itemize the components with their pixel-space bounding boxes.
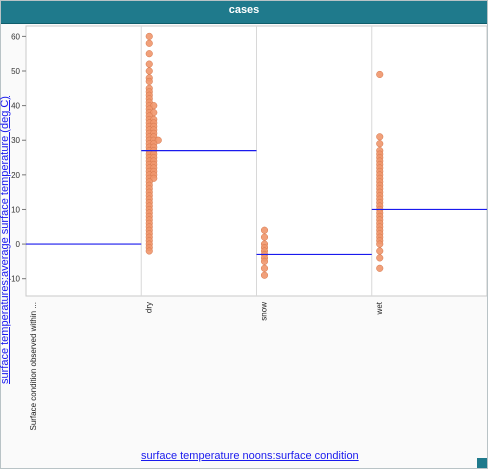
data-point	[145, 32, 153, 40]
data-point	[376, 133, 384, 141]
data-point	[260, 257, 269, 265]
y-tick-label: 20	[11, 171, 20, 180]
x-axis-title[interactable]: surface temperature noons:surface condit…	[141, 450, 359, 462]
y-tick-label: -10	[8, 275, 20, 284]
category-label: Surface condition observed within ...	[29, 302, 38, 431]
window-titlebar[interactable]: cases	[1, 1, 487, 24]
chart-plot: -10 0 10 20 30 40 50 60 Surface condition observ…	[8, 25, 487, 431]
data-point	[260, 264, 269, 272]
data-point	[260, 226, 269, 234]
y-tick-label: 60	[11, 32, 20, 41]
data-point	[145, 60, 153, 68]
data-point	[376, 254, 384, 262]
category-label: dry	[144, 302, 153, 313]
data-point	[145, 247, 153, 255]
y-tick-label: 40	[11, 102, 20, 111]
resize-handle[interactable]	[477, 458, 487, 468]
y-tick-label: 30	[11, 136, 20, 145]
window-title: cases	[228, 4, 260, 16]
data-point	[376, 140, 384, 148]
data-point	[376, 247, 384, 255]
data-point	[145, 67, 153, 75]
y-axis-title[interactable]: surface temperatures:average surface tem…	[0, 96, 11, 384]
data-point	[376, 70, 384, 79]
category-label: wet	[375, 301, 384, 315]
y-tick-label: 50	[11, 67, 20, 76]
data-point	[145, 50, 153, 58]
category-label: snow	[260, 302, 269, 321]
data-point	[145, 77, 153, 85]
y-tick-label: 0	[16, 240, 21, 249]
data-point	[376, 264, 384, 272]
data-point	[260, 271, 269, 279]
data-point	[260, 233, 269, 241]
data-point	[145, 39, 153, 47]
y-tick-label: 10	[11, 205, 20, 214]
data-point	[376, 240, 384, 248]
